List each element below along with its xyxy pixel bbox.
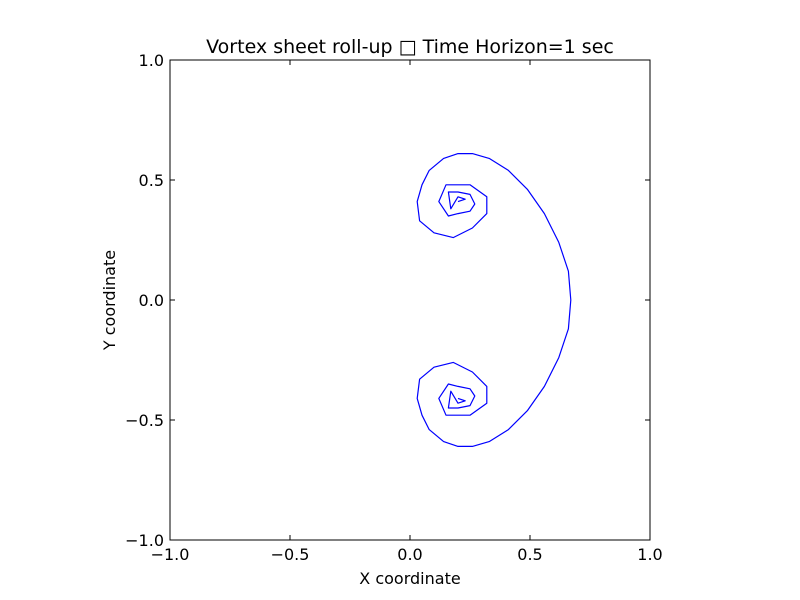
y-tick-label: 0.5 [139,171,164,190]
y-tick-label: −0.5 [125,411,164,430]
chart-title: Vortex sheet roll-up □ Time Horizon=1 se… [206,36,614,58]
y-tick-label: 0.0 [139,291,164,310]
x-tick-label: −0.5 [271,545,310,564]
y-tick-label: 1.0 [139,51,164,70]
vortex-sheet-line [416,153,572,447]
x-tick-label: 1.0 [637,545,662,564]
x-axis-label: X coordinate [359,569,460,588]
x-tick-label: −1.0 [151,545,190,564]
plot-area [170,60,650,540]
y-axis-label: Y coordinate [100,250,119,351]
y-tick-label: −1.0 [125,531,164,550]
plot-frame [169,59,651,541]
x-tick-label: 0.0 [397,545,422,564]
x-tick-label: 0.5 [517,545,542,564]
